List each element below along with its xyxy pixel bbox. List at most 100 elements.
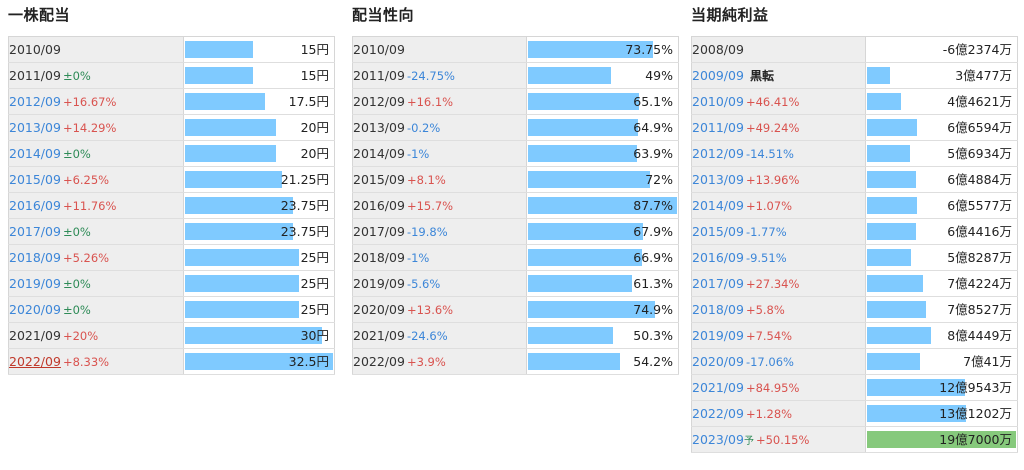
year-label[interactable]: 2019/09: [692, 328, 744, 343]
year-label[interactable]: 2013/09: [692, 172, 744, 187]
year-label: 2011/09: [9, 68, 61, 83]
row-label-cell: 2016/09 +15.7%: [352, 192, 527, 219]
value-text: 3億477万: [955, 68, 1012, 83]
year-label[interactable]: 2021/09: [692, 380, 744, 395]
value-text: 63.9%: [633, 146, 673, 161]
change-percent: -17.06%: [745, 355, 794, 369]
value-cell: 20円: [183, 114, 335, 141]
year-label[interactable]: 2018/09: [692, 302, 744, 317]
table-row: 2013/09 +13.96% 6億4884万: [691, 166, 1018, 193]
row-label-cell: 2010/09: [352, 36, 527, 63]
value-bar: [528, 171, 650, 188]
change-percent: ±0%: [62, 69, 91, 83]
change-percent: +13.6%: [406, 303, 454, 317]
year-label: 2020/09: [353, 302, 405, 317]
value-cell: 6億4416万: [865, 218, 1018, 245]
value-cell: 12億9543万: [865, 374, 1018, 401]
table-row: 2016/09 -9.51% 5億8287万: [691, 244, 1018, 271]
year-label: 2008/09: [692, 42, 744, 57]
value-cell: 49%: [526, 62, 679, 89]
value-text: 4億4621万: [947, 94, 1012, 109]
value-text: 15円: [300, 68, 329, 83]
value-text: 66.9%: [633, 250, 673, 265]
value-bar: [185, 223, 293, 240]
change-percent: +84.95%: [745, 381, 800, 395]
row-label-cell: 2023/09予 +50.15%: [691, 426, 866, 453]
value-cell: 23.75円: [183, 192, 335, 219]
change-percent: -19.8%: [406, 225, 448, 239]
table-row: 2015/09 -1.77% 6億4416万: [691, 218, 1018, 245]
table-row: 2012/09 +16.67% 17.5円: [8, 88, 335, 115]
value-cell: 54.2%: [526, 348, 679, 375]
table-row: 2020/09 +13.6% 74.9%: [352, 296, 679, 323]
dividend-title: 一株配当: [8, 6, 71, 24]
year-label: 2022/09: [353, 354, 405, 369]
value-cell: 7億41万: [865, 348, 1018, 375]
year-label[interactable]: 2009/09: [692, 68, 744, 83]
year-label[interactable]: 2018/09: [9, 250, 61, 265]
row-label-cell: 2013/09 -0.2%: [352, 114, 527, 141]
year-label[interactable]: 2022/09: [9, 354, 61, 369]
year-label[interactable]: 2016/09: [692, 250, 744, 265]
year-label[interactable]: 2022/09: [692, 406, 744, 421]
value-text: 8億4449万: [947, 328, 1012, 343]
year-label[interactable]: 2023/09: [692, 432, 744, 447]
row-label-cell: 2018/09 -1%: [352, 244, 527, 271]
change-percent: ±0%: [62, 147, 91, 161]
table-row: 2015/09 +8.1% 72%: [352, 166, 679, 193]
value-bar: [867, 171, 916, 188]
year-label[interactable]: 2013/09: [9, 120, 61, 135]
year-label[interactable]: 2017/09: [692, 276, 744, 291]
value-cell: 6億4884万: [865, 166, 1018, 193]
year-label[interactable]: 2012/09: [692, 146, 744, 161]
value-bar: [867, 145, 910, 162]
table-row: 2021/09 -24.6% 50.3%: [352, 322, 679, 349]
forecast-mark: 予: [743, 436, 754, 447]
year-label[interactable]: 2020/09: [9, 302, 61, 317]
table-row: 2011/09 ±0% 15円: [8, 62, 335, 89]
row-label-cell: 2017/09 +27.34%: [691, 270, 866, 297]
value-text: 54.2%: [633, 354, 673, 369]
row-label-cell: 2020/09 +13.6%: [352, 296, 527, 323]
payout-title: 配当性向: [352, 6, 415, 24]
value-text: 74.9%: [633, 302, 673, 317]
change-percent: -5.6%: [406, 277, 441, 291]
value-text: 72%: [645, 172, 673, 187]
value-cell: 17.5円: [183, 88, 335, 115]
value-bar: [867, 93, 901, 110]
row-label-cell: 2016/09 -9.51%: [691, 244, 866, 271]
row-label-cell: 2011/09 -24.75%: [352, 62, 527, 89]
value-text: 20円: [300, 146, 329, 161]
value-text: 25円: [300, 250, 329, 265]
year-label[interactable]: 2015/09: [9, 172, 61, 187]
value-cell: 4億4621万: [865, 88, 1018, 115]
year-label[interactable]: 2020/09: [692, 354, 744, 369]
year-label[interactable]: 2016/09: [9, 198, 61, 213]
value-text: -6億2374万: [942, 42, 1012, 57]
value-bar: [528, 353, 620, 370]
year-label: 2018/09: [353, 250, 405, 265]
value-text: 23.75円: [280, 198, 329, 213]
row-label-cell: 2016/09 +11.76%: [8, 192, 184, 219]
value-text: 7億4224万: [947, 276, 1012, 291]
year-label[interactable]: 2014/09: [9, 146, 61, 161]
year-label: 2017/09: [353, 224, 405, 239]
year-label[interactable]: 2011/09: [692, 120, 744, 135]
value-bar: [867, 197, 917, 214]
year-label[interactable]: 2017/09: [9, 224, 61, 239]
year-label[interactable]: 2015/09: [692, 224, 744, 239]
value-bar: [185, 249, 299, 266]
year-label[interactable]: 2010/09: [692, 94, 744, 109]
value-text: 49%: [645, 68, 673, 83]
year-label[interactable]: 2019/09: [9, 276, 61, 291]
value-cell: 63.9%: [526, 140, 679, 167]
year-label: 2010/09: [9, 42, 61, 57]
year-label[interactable]: 2012/09: [9, 94, 61, 109]
value-text: 25円: [300, 276, 329, 291]
year-label: 2014/09: [353, 146, 405, 161]
table-row: 2013/09 +14.29% 20円: [8, 114, 335, 141]
value-cell: 65.1%: [526, 88, 679, 115]
value-bar: [867, 249, 911, 266]
year-label[interactable]: 2014/09: [692, 198, 744, 213]
value-cell: 6億6594万: [865, 114, 1018, 141]
